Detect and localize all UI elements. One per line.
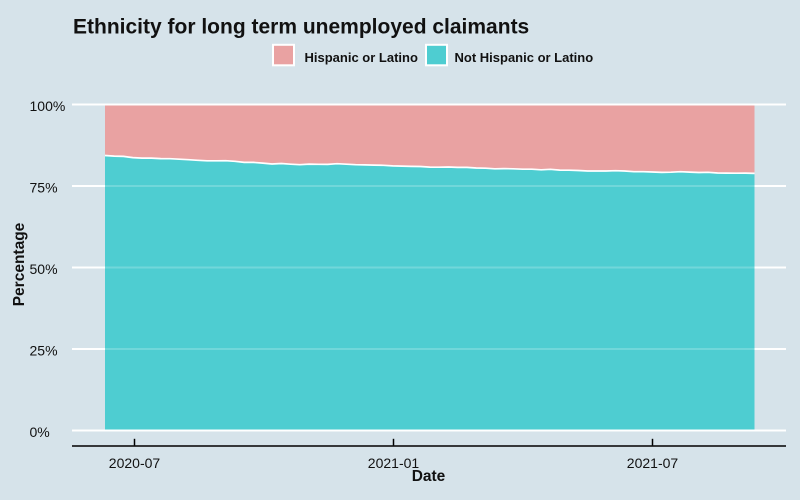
- svg-text:100%: 100%: [30, 98, 66, 114]
- svg-text:75%: 75%: [30, 180, 58, 196]
- svg-text:Ethnicity for long term unempl: Ethnicity for long term unemployed claim…: [73, 16, 529, 39]
- svg-text:Not Hispanic or Latino: Not Hispanic or Latino: [455, 50, 594, 65]
- svg-text:25%: 25%: [30, 343, 58, 359]
- svg-text:Date: Date: [412, 468, 446, 485]
- svg-text:0%: 0%: [30, 424, 50, 440]
- svg-text:2021-07: 2021-07: [627, 455, 679, 471]
- svg-text:50%: 50%: [30, 261, 58, 277]
- svg-text:2021-01: 2021-01: [368, 455, 420, 471]
- svg-text:Hispanic or Latino: Hispanic or Latino: [305, 50, 418, 65]
- svg-text:Percentage: Percentage: [11, 222, 28, 306]
- svg-text:2020-07: 2020-07: [109, 455, 161, 471]
